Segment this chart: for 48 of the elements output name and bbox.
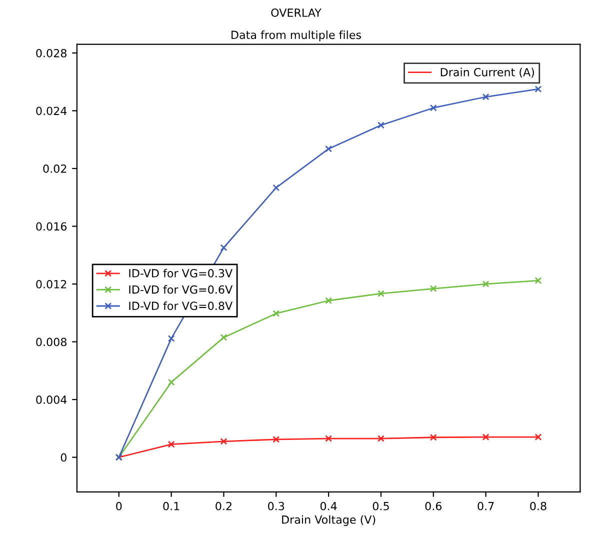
x-tick-label: 0.4 (320, 502, 337, 510)
point (430, 285, 437, 292)
point (378, 290, 384, 298)
point (168, 440, 175, 448)
point (272, 436, 280, 443)
point (272, 310, 280, 317)
point (482, 434, 490, 441)
y-tick-label: 0 (60, 453, 66, 462)
point (325, 435, 332, 442)
x-tick-label: 0.5 (372, 502, 389, 510)
point (482, 93, 490, 100)
point (534, 434, 542, 441)
point (325, 297, 332, 304)
point (168, 378, 175, 386)
x-tick-label: 0.6 (425, 502, 442, 510)
legend-label: ID-VD for VG=0.8V (129, 301, 233, 310)
legend-label: ID-VD for VG=0.6V (129, 285, 233, 294)
x-tick-label: 0 (116, 502, 122, 510)
point (220, 244, 228, 252)
point (378, 435, 384, 442)
point (168, 334, 175, 342)
x-tick-label: 0.7 (478, 502, 494, 510)
x-tick-label: 0.2 (216, 502, 232, 510)
point (534, 86, 542, 93)
x-tick-label: 0.8 (530, 502, 546, 510)
point (534, 277, 542, 284)
point (430, 104, 437, 112)
x-tick-label: 0.3 (268, 502, 284, 510)
chart-subtitle: Data from multiple files (232, 30, 361, 42)
point (430, 434, 437, 441)
y-tick-label: 0.008 (36, 338, 66, 346)
y-tick-label: 0.028 (36, 48, 66, 58)
y-tick-label: 0.016 (36, 222, 67, 231)
y-tick-label: 0.004 (36, 396, 67, 404)
point (325, 145, 332, 152)
chart-title: OVERLAY (271, 8, 322, 17)
y-tick-label: 0.012 (36, 280, 66, 288)
point (482, 280, 490, 288)
point (378, 122, 384, 129)
x-tick-label: 0.1 (163, 502, 180, 510)
point (220, 334, 228, 341)
annotation: Drain Current (A) (440, 68, 534, 78)
x-axis-title: Drain Voltage (V) (282, 515, 376, 526)
y-tick-label: 0.02 (43, 164, 66, 173)
point (220, 438, 228, 445)
y-tick-label: 0.024 (36, 106, 67, 116)
legend-label: ID-VD for VG=0.3V (129, 268, 233, 278)
point (272, 184, 280, 192)
